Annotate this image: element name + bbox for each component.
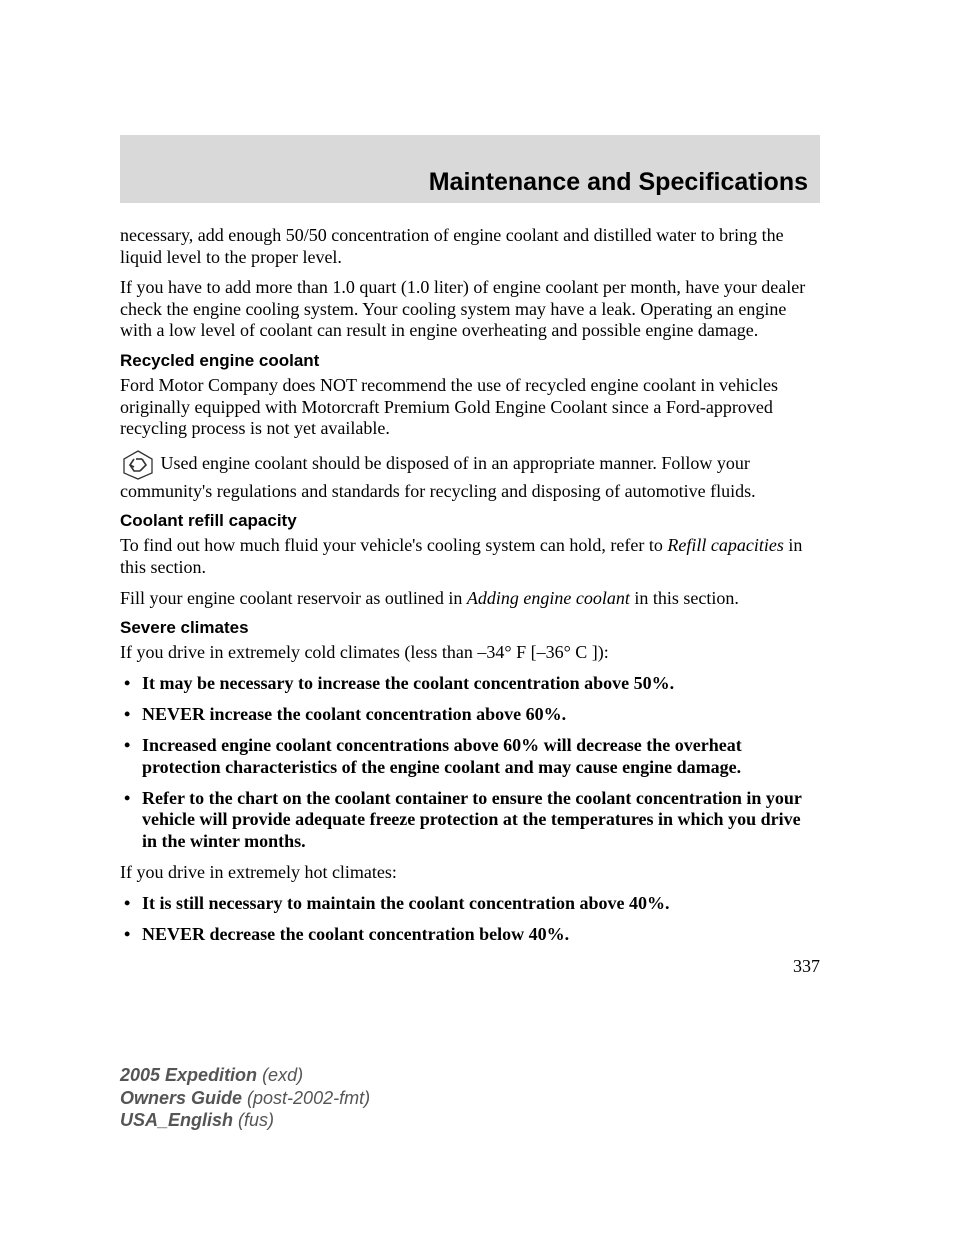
subheading-severe: Severe climates xyxy=(120,618,820,638)
footer-line: USA_English (fus) xyxy=(120,1109,370,1132)
body-paragraph: If you drive in extremely cold climates … xyxy=(120,642,820,664)
hot-climate-list: It is still necessary to maintain the co… xyxy=(120,893,820,946)
list-item: Increased engine coolant concentrations … xyxy=(120,735,820,779)
icon-paragraph-text: Used engine coolant should be disposed o… xyxy=(120,453,756,501)
text-run-italic: Adding engine coolant xyxy=(467,588,630,608)
subheading-refill: Coolant refill capacity xyxy=(120,511,820,531)
list-item: It may be necessary to increase the cool… xyxy=(120,673,820,695)
body-paragraph: Fill your engine coolant reservoir as ou… xyxy=(120,588,820,610)
body-paragraph: To find out how much fluid your vehicle'… xyxy=(120,535,820,578)
text-run: Fill your engine coolant reservoir as ou… xyxy=(120,588,467,608)
list-item: NEVER decrease the coolant concentration… xyxy=(120,924,820,946)
footer-block: 2005 Expedition (exd) Owners Guide (post… xyxy=(120,1064,370,1132)
list-item: NEVER increase the coolant concentration… xyxy=(120,704,820,726)
body-paragraph: necessary, add enough 50/50 concentratio… xyxy=(120,225,820,268)
footer-bold: USA_English xyxy=(120,1110,238,1130)
body-paragraph: If you have to add more than 1.0 quart (… xyxy=(120,277,820,342)
recycle-icon xyxy=(120,449,156,481)
cold-climate-list: It may be necessary to increase the cool… xyxy=(120,673,820,854)
footer-plain: (fus) xyxy=(238,1110,274,1130)
list-item: It is still necessary to maintain the co… xyxy=(120,893,820,915)
list-item: Refer to the chart on the coolant contai… xyxy=(120,788,820,854)
body-paragraph: If you drive in extremely hot climates: xyxy=(120,862,820,884)
body-paragraph-with-icon: Used engine coolant should be disposed o… xyxy=(120,449,820,503)
footer-bold: Owners Guide xyxy=(120,1088,247,1108)
text-run-italic: Refill capacities xyxy=(667,535,783,555)
body-paragraph: Ford Motor Company does NOT recommend th… xyxy=(120,375,820,440)
text-run: To find out how much fluid your vehicle'… xyxy=(120,535,667,555)
section-header-bar: Maintenance and Specifications xyxy=(120,135,820,203)
footer-plain: (post-2002-fmt) xyxy=(247,1088,370,1108)
text-run: in this section. xyxy=(630,588,739,608)
footer-line: 2005 Expedition (exd) xyxy=(120,1064,370,1087)
footer-bold: 2005 Expedition xyxy=(120,1065,262,1085)
footer-line: Owners Guide (post-2002-fmt) xyxy=(120,1087,370,1110)
subheading-recycled: Recycled engine coolant xyxy=(120,351,820,371)
page-number: 337 xyxy=(120,956,820,977)
section-title: Maintenance and Specifications xyxy=(429,168,808,197)
page-content: Maintenance and Specifications necessary… xyxy=(120,135,820,977)
footer-plain: (exd) xyxy=(262,1065,303,1085)
